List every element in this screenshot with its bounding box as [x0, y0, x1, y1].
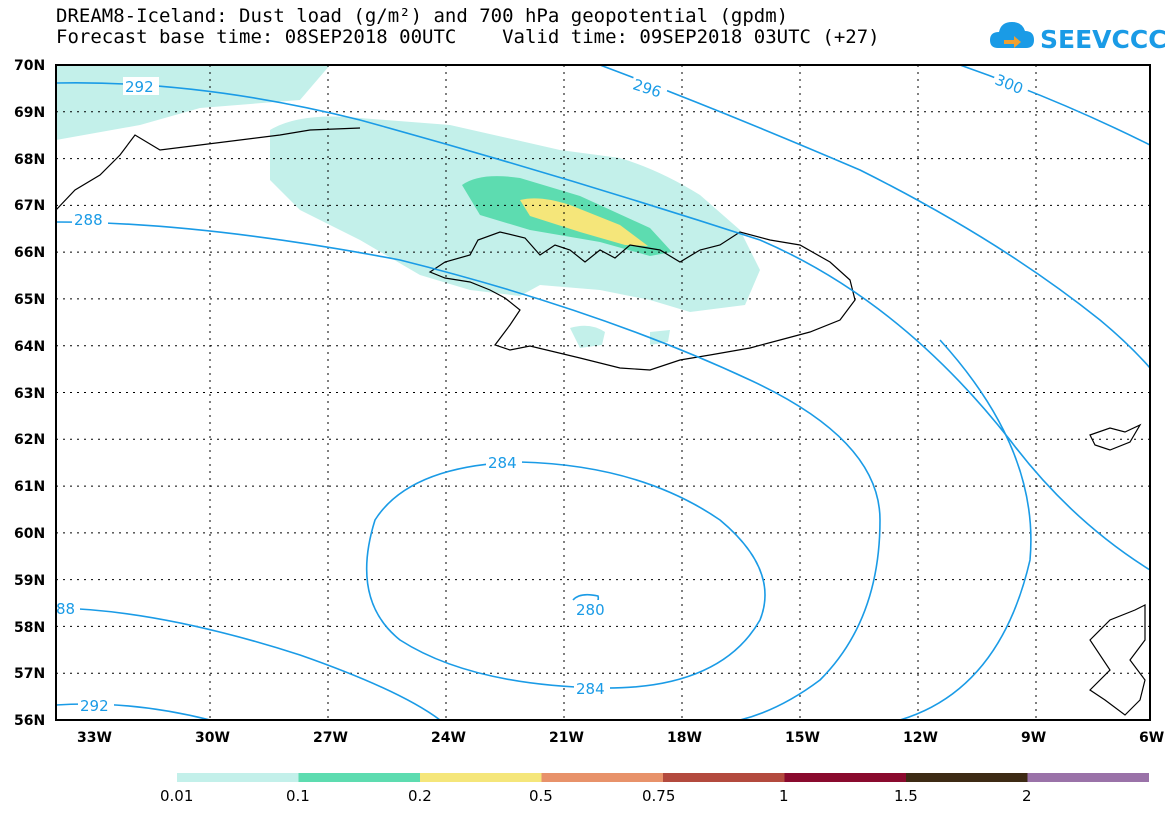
map-title: DREAM8-Iceland: Dust load (g/m²) and 700…	[56, 5, 789, 27]
colorbar-swatch	[420, 773, 542, 782]
lon-label: 30W	[195, 730, 230, 746]
lon-label: 21W	[549, 730, 584, 746]
lat-label: 58N	[14, 620, 45, 636]
contour-label: 292	[80, 697, 109, 715]
greenland-coastline	[55, 127, 361, 211]
colorbar-swatch	[784, 773, 906, 782]
dust-area-level3	[520, 198, 648, 246]
lon-label: 9W	[1021, 730, 1046, 746]
lon-label: 24W	[431, 730, 466, 746]
seevccc-logo: SEEVCCC	[990, 22, 1167, 54]
contour-label: 284	[488, 454, 517, 472]
dust-area-small	[570, 325, 605, 348]
contour-label: 280	[576, 601, 605, 619]
lat-label: 56N	[14, 713, 45, 729]
lon-label: 33W	[77, 730, 112, 746]
lat-label: 67N	[14, 198, 45, 214]
latitude-labels: 70N 69N 68N 67N 66N 65N 64N 63N 62N 61N …	[14, 58, 45, 729]
map-subtitle: Forecast base time: 08SEP2018 00UTC Vali…	[56, 26, 880, 48]
colorbar-label: 0.2	[408, 787, 432, 805]
contour-labels: 292 296 300 288 284 280 284 88 292	[56, 68, 1032, 715]
lon-label: 18W	[667, 730, 702, 746]
scotland-coastline	[1089, 604, 1146, 716]
lat-label: 61N	[14, 479, 45, 495]
colorbar: 0.01 0.1 0.2 0.5 0.75 1 1.5 2	[160, 773, 1149, 805]
contour-288-east	[899, 339, 1032, 721]
colorbar-label: 1	[779, 787, 789, 805]
logo-text: SEEVCCC	[1040, 25, 1167, 54]
graticule	[56, 65, 1150, 720]
lat-label: 59N	[14, 573, 45, 589]
coastlines	[55, 127, 1146, 716]
lat-label: 66N	[14, 245, 45, 261]
colorbar-swatch	[663, 773, 785, 782]
colorbar-label: 2	[1022, 787, 1032, 805]
lon-label: 27W	[313, 730, 348, 746]
lat-label: 68N	[14, 152, 45, 168]
contour-284	[365, 461, 766, 689]
colorbar-swatch	[177, 773, 299, 782]
iceland-coastline	[428, 231, 856, 371]
lon-label: 12W	[903, 730, 938, 746]
colorbar-label: 1.5	[894, 787, 918, 805]
lat-label: 62N	[14, 432, 45, 448]
lat-label: 65N	[14, 292, 45, 308]
colorbar-label: 0.1	[286, 787, 310, 805]
colorbar-label: 0.01	[160, 787, 193, 805]
map-frame	[55, 64, 1151, 721]
lon-label: 15W	[785, 730, 820, 746]
lat-label: 69N	[14, 105, 45, 121]
contour-label: 284	[576, 680, 605, 698]
contour-288	[55, 221, 881, 721]
colorbar-swatch	[541, 773, 663, 782]
lat-label: 70N	[14, 58, 45, 74]
lat-label: 64N	[14, 339, 45, 355]
lon-label: 6W	[1139, 730, 1164, 746]
contour-296	[599, 64, 1151, 369]
colorbar-label: 0.75	[642, 787, 675, 805]
lat-label: 63N	[14, 386, 45, 402]
contour-label: 292	[125, 78, 154, 96]
contour-label: 88	[56, 600, 75, 618]
contour-label: 296	[631, 75, 664, 101]
colorbar-swatch	[298, 773, 420, 782]
contour-label: 288	[74, 211, 103, 229]
contour-292-sw	[55, 703, 211, 721]
faroe-coastline	[1089, 423, 1142, 451]
longitude-labels: 33W 30W 27W 24W 21W 18W 15W 12W 9W 6W	[77, 730, 1164, 746]
cloud-arrow-icon	[990, 22, 1034, 48]
lat-label: 57N	[14, 666, 45, 682]
colorbar-swatch	[1027, 773, 1149, 782]
contour-300	[959, 64, 1151, 146]
colorbar-label: 0.5	[529, 787, 553, 805]
contour-288b	[55, 607, 441, 721]
lat-label: 60N	[14, 526, 45, 542]
contour-292	[55, 81, 1151, 571]
colorbar-swatch	[906, 773, 1028, 782]
dust-area-small2	[650, 330, 670, 345]
